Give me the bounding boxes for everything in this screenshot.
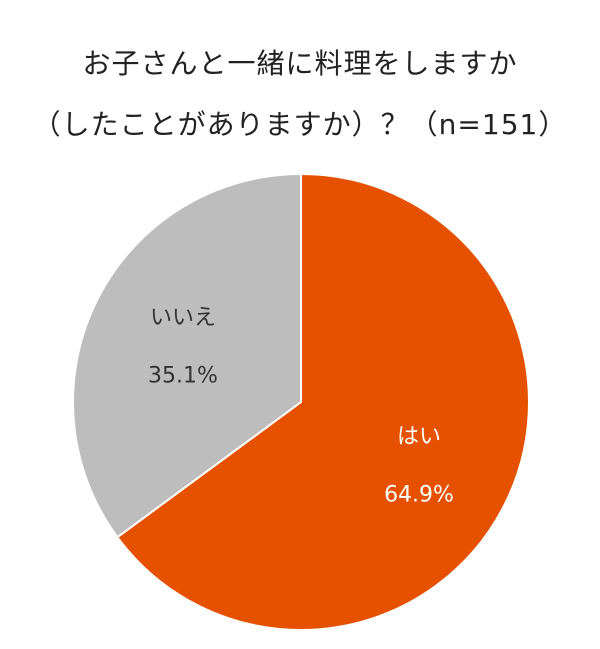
slice-value-label-0: 64.9%: [384, 483, 454, 508]
chart-title: お子さんと一緒に料理をしますか: [82, 47, 518, 80]
chart-subtitle: （したことがありますか）？（n=151）: [32, 108, 568, 141]
slice-value-label-1: 35.1%: [148, 363, 218, 388]
slice-label-0: はい: [397, 425, 441, 450]
slice-label-1: いいえ: [150, 305, 216, 330]
pie-slice-0: [115, 172, 530, 631]
pie-slice-1: [72, 172, 302, 539]
